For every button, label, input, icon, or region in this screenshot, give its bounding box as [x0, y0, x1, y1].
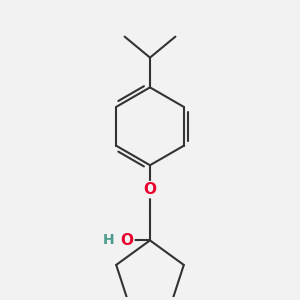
Text: H: H: [103, 233, 114, 248]
Text: O: O: [121, 233, 134, 248]
Text: O: O: [143, 182, 157, 197]
